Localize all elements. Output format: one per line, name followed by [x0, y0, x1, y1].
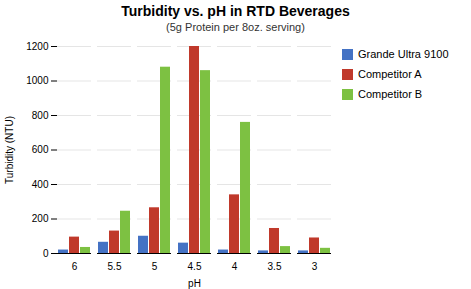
svg-text:600: 600 [32, 144, 49, 155]
svg-text:400: 400 [32, 179, 49, 190]
html-text:Grande Ultra 9100: Grande Ultra 9100 [358, 48, 449, 60]
svg-text:5.5: 5.5 [108, 261, 122, 272]
svg-text:0: 0 [43, 248, 49, 259]
svg-text:pH: pH [188, 278, 201, 289]
html-text:Competitor A: Competitor A [358, 68, 422, 80]
svg-text:1200: 1200 [26, 41, 49, 52]
svg-text:3: 3 [312, 261, 318, 272]
svg-text:4.5: 4.5 [188, 261, 202, 272]
svg-text:3.5: 3.5 [268, 261, 282, 272]
svg-text:1000: 1000 [26, 75, 49, 86]
svg-text:6: 6 [72, 261, 78, 272]
html-text:(5g Protein per 8oz. serving): (5g Protein per 8oz. serving) [166, 21, 305, 33]
html-text:Competitor B: Competitor B [358, 88, 423, 100]
svg-text:Turbidity (NTU): Turbidity (NTU) [4, 116, 15, 184]
svg-text:200: 200 [32, 213, 49, 224]
svg-text:800: 800 [32, 110, 49, 121]
svg-text:4: 4 [232, 261, 238, 272]
svg-text:5: 5 [152, 261, 158, 272]
html-text:Turbidity vs. pH in RTD Bevera: Turbidity vs. pH in RTD Beverages [121, 3, 350, 19]
